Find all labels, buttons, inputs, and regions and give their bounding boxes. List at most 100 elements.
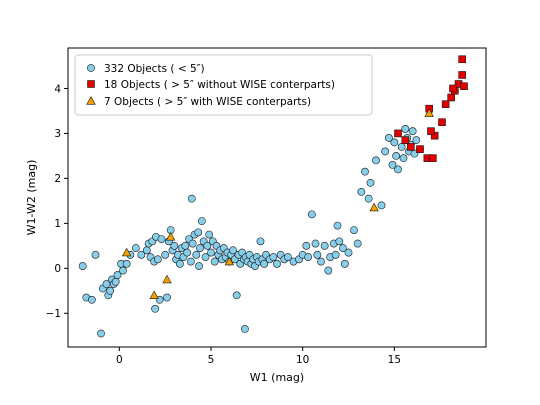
point-small-separation xyxy=(397,143,406,151)
point-no-wise xyxy=(416,145,424,153)
point-small-separation xyxy=(196,244,204,252)
point-small-separation xyxy=(175,259,184,268)
y-tick-label: 3 xyxy=(54,128,61,140)
x-axis-ticks: 0 5 10 15 xyxy=(116,347,401,366)
point-small-separation xyxy=(205,230,214,239)
point-small-separation xyxy=(372,156,380,165)
point-no-wise xyxy=(438,118,446,126)
point-small-separation xyxy=(187,194,196,203)
point-small-separation xyxy=(381,147,390,156)
point-small-separation xyxy=(111,277,120,286)
point-small-separation xyxy=(260,259,269,268)
point-no-wise xyxy=(449,84,457,93)
point-small-separation xyxy=(192,250,201,259)
point-small-separation xyxy=(137,250,146,259)
point-small-separation xyxy=(210,257,219,266)
point-small-separation xyxy=(197,217,206,226)
point-small-separation xyxy=(366,178,375,187)
legend-marker xyxy=(86,96,96,105)
point-small-separation xyxy=(232,291,241,300)
point-with-wise xyxy=(162,274,172,284)
point-small-separation xyxy=(392,152,401,160)
legend-label-small-separation: 332 Objects ( < 5″) xyxy=(104,63,205,75)
point-small-separation xyxy=(304,253,313,261)
point-small-separation xyxy=(97,329,105,338)
point-small-separation xyxy=(324,266,333,275)
point-with-wise xyxy=(165,232,176,241)
point-with-wise xyxy=(369,202,379,212)
point-small-separation xyxy=(161,250,170,259)
point-small-separation xyxy=(91,250,100,259)
point-small-separation xyxy=(284,253,292,261)
x-tick-label: 10 xyxy=(296,354,309,366)
point-small-separation xyxy=(320,241,329,250)
point-no-wise xyxy=(458,55,466,64)
point-small-separation xyxy=(353,239,362,248)
legend-box xyxy=(74,54,373,116)
point-small-separation xyxy=(364,194,373,203)
point-small-separation xyxy=(106,286,115,295)
point-small-separation xyxy=(241,325,249,333)
plot-frame xyxy=(67,47,487,348)
point-small-separation xyxy=(153,255,162,264)
points-layer xyxy=(78,55,468,338)
point-small-separation xyxy=(390,138,399,147)
point-small-separation xyxy=(201,253,210,261)
point-no-wise xyxy=(394,129,402,138)
y-tick-label: 2 xyxy=(54,173,61,185)
point-no-wise xyxy=(401,136,410,144)
point-small-separation xyxy=(350,226,358,234)
point-small-separation xyxy=(335,237,344,246)
point-small-separation xyxy=(333,221,342,230)
point-small-separation xyxy=(307,210,316,219)
point-small-separation xyxy=(183,248,192,257)
point-small-separation xyxy=(181,241,190,250)
point-small-separation xyxy=(119,266,127,275)
point-small-separation xyxy=(269,253,278,261)
point-small-separation xyxy=(311,239,320,248)
point-with-wise xyxy=(424,108,434,117)
x-tick-label: 0 xyxy=(116,354,123,366)
x-tick-label: 5 xyxy=(208,354,215,366)
point-small-separation xyxy=(157,235,166,243)
point-with-wise xyxy=(149,290,159,299)
point-with-wise xyxy=(121,247,132,257)
y-tick-label: 1 xyxy=(54,218,61,230)
point-small-separation xyxy=(313,250,322,259)
legend-marker xyxy=(87,80,95,88)
point-no-wise xyxy=(441,100,450,109)
point-small-separation xyxy=(87,295,96,304)
legend-label-no-wise: 18 Objects ( > 5″ without WISE conterpar… xyxy=(104,79,335,91)
point-small-separation xyxy=(194,228,203,237)
legend-label-with-wise: 7 Objects ( > 5″ with WISE conterparts) xyxy=(104,96,311,108)
point-small-separation xyxy=(344,248,353,257)
point-small-separation xyxy=(151,304,159,313)
point-small-separation xyxy=(401,125,410,133)
point-small-separation xyxy=(207,248,215,257)
point-small-separation xyxy=(195,262,203,270)
point-small-separation xyxy=(188,239,197,248)
point-small-separation xyxy=(339,244,347,252)
point-small-separation xyxy=(388,161,397,169)
point-with-wise xyxy=(224,256,235,266)
point-small-separation xyxy=(229,246,237,255)
point-small-separation xyxy=(78,262,87,270)
x-tick-label: 15 xyxy=(388,354,401,366)
y-tick-label: −1 xyxy=(46,308,61,320)
point-small-separation xyxy=(384,134,393,142)
legend-marker xyxy=(87,64,95,72)
point-small-separation xyxy=(377,201,386,210)
point-small-separation xyxy=(170,241,179,250)
point-small-separation xyxy=(113,271,122,279)
y-tick-label: 4 xyxy=(54,83,61,95)
point-no-wise xyxy=(458,71,466,79)
point-small-separation xyxy=(302,241,311,250)
point-small-separation xyxy=(331,250,340,259)
point-small-separation xyxy=(408,127,417,136)
point-small-separation xyxy=(317,257,325,266)
legend: 332 Objects ( < 5″) 18 Objects ( > 5″ wi… xyxy=(74,54,373,116)
point-small-separation xyxy=(203,241,212,250)
point-small-separation xyxy=(357,187,366,196)
y-axis-ticks: −1 0 1 2 3 4 xyxy=(46,83,68,320)
point-small-separation xyxy=(163,293,171,302)
